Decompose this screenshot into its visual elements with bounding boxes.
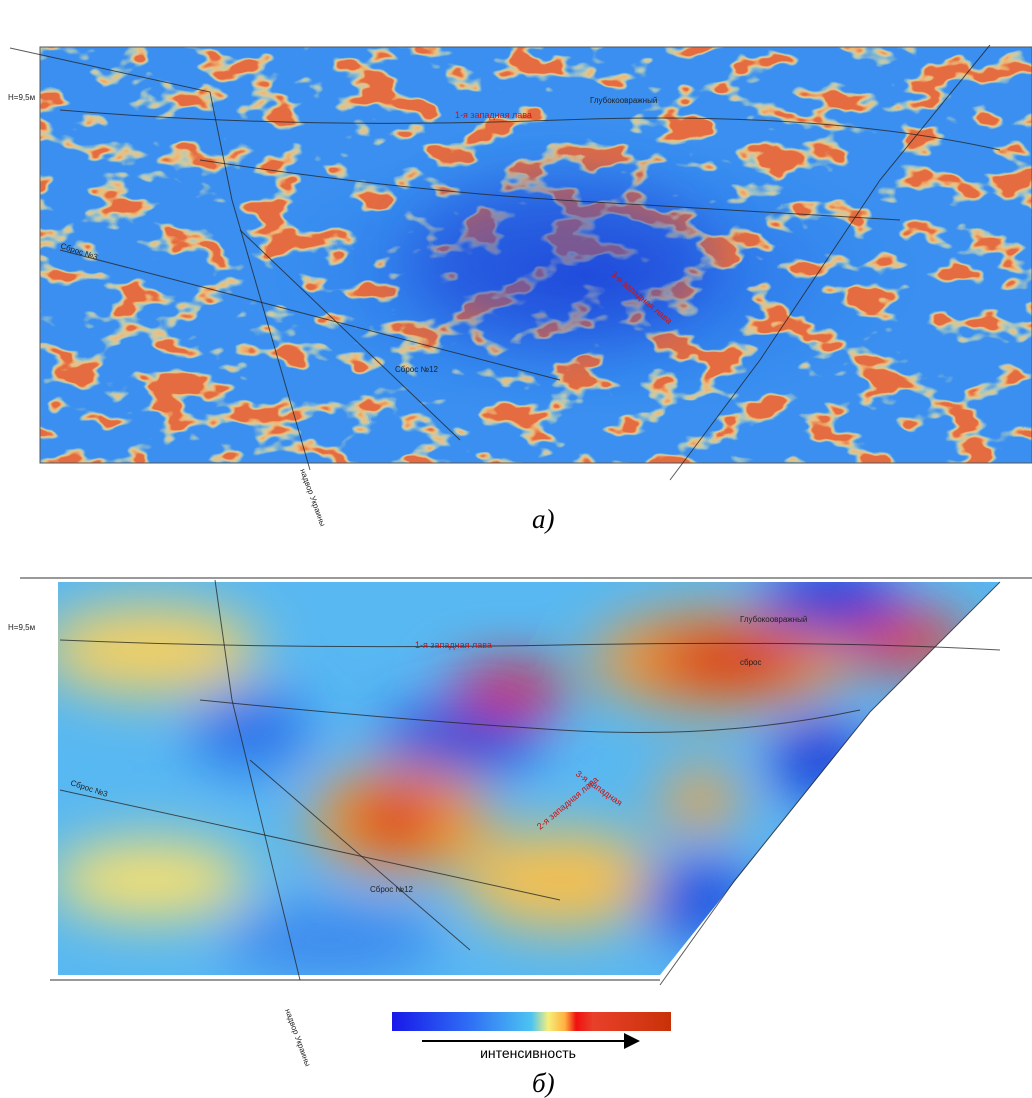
annotation: надвор Украины (283, 1008, 312, 1068)
annotation: Сброс №12 (395, 365, 439, 374)
colorbar (392, 1012, 671, 1031)
colorbar-label: интенсивность (480, 1045, 576, 1061)
annotation: Глубокоовражный (740, 615, 807, 624)
panel-label: а) (532, 504, 555, 534)
annotation: 1-я западная лава (455, 110, 532, 120)
annotation: сброс (740, 658, 761, 667)
panel-a-map: 1-я западная лава Глубокоовражный 3-я за… (8, 45, 1032, 528)
annotation: надвор Украины (298, 468, 327, 528)
panel-b-map: 1-я западная лава Глубокоовражный 2-я за… (8, 565, 1032, 1068)
annotation: Н=9,5м (8, 93, 35, 102)
annotation: 1-я западная лава (415, 640, 492, 650)
annotation: Глубокоовражный (590, 96, 657, 105)
panel-label: б) (532, 1068, 555, 1098)
figure: 1-я западная лава Глубокоовражный 3-я за… (0, 0, 1032, 1098)
arrow-head (624, 1033, 640, 1049)
annotation: Н=9,5м (8, 623, 35, 632)
annotation: Сброс №12 (370, 885, 414, 894)
